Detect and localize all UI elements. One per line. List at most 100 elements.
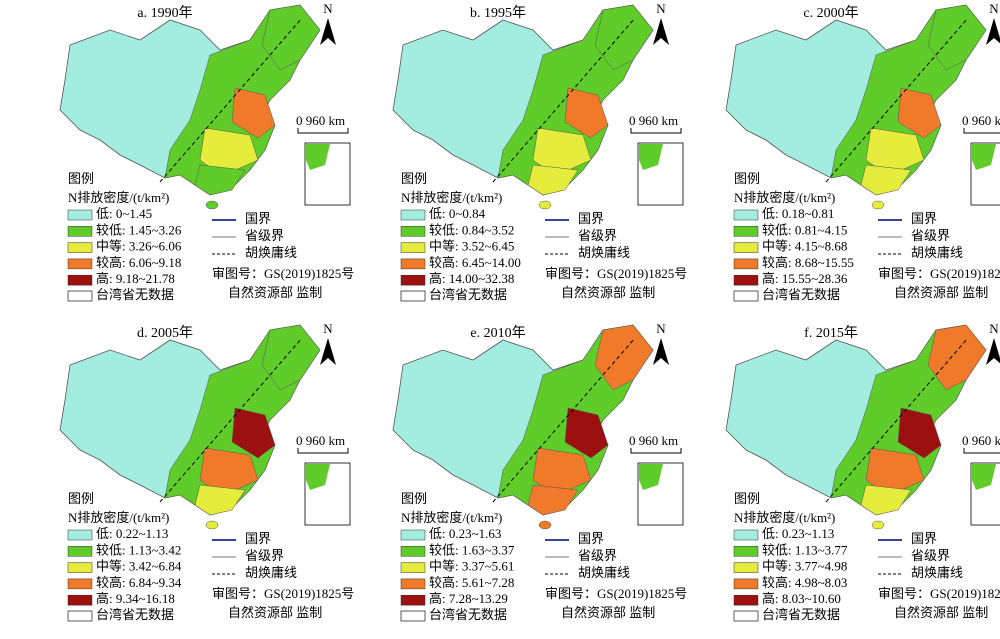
hainan xyxy=(871,520,885,530)
legend-swatch xyxy=(400,226,426,237)
map-region xyxy=(897,87,942,139)
map-region xyxy=(231,407,276,459)
hu-label: 胡焕庸线 xyxy=(245,245,297,260)
legend-label: 低: 0.23~1.13 xyxy=(762,526,834,541)
approval-label: 审图号：GS(2019)1825号 xyxy=(212,266,354,281)
map-region xyxy=(564,407,609,459)
legend-label: 高: 9.18~21.78 xyxy=(96,271,175,286)
approval-label: 审图号：GS(2019)1825号 xyxy=(878,586,1000,601)
hu-line xyxy=(159,17,303,183)
density-label: N排放密度/(t/km²) xyxy=(734,510,835,525)
north-arrow xyxy=(653,18,669,45)
legend-swatch xyxy=(733,594,759,606)
approval-label: 审图号：GS(2019)1825号 xyxy=(545,266,687,281)
map-region xyxy=(194,484,246,516)
map-region xyxy=(527,484,579,516)
map-region xyxy=(927,324,987,391)
hu-line xyxy=(159,337,303,503)
province-label: 省级界 xyxy=(578,228,617,243)
legend-label: 高: 9.34~16.18 xyxy=(96,591,175,606)
legend-label: 较低: 0.84~3.52 xyxy=(429,222,514,237)
scale-bar xyxy=(297,448,349,454)
legend-swatch xyxy=(733,562,759,573)
panel: a. 1990年 N 0 960 km 图例 N排放密度/(t/km²)低: 0~1.4… xyxy=(59,1,354,302)
north-arrow xyxy=(653,338,669,365)
legend-swatch xyxy=(733,274,759,286)
map-region xyxy=(532,127,592,177)
scale-bar xyxy=(963,128,1000,134)
no-data-label: 台湾省无数据 xyxy=(96,607,174,622)
density-label: N排放密度/(t/km²) xyxy=(734,190,835,205)
legend-label: 较低: 1.63~3.37 xyxy=(429,542,515,557)
hu-line xyxy=(492,337,636,503)
map-region xyxy=(261,4,321,71)
legend-title: 图例 xyxy=(734,171,760,186)
legend-title: 图例 xyxy=(401,171,427,186)
north-arrow xyxy=(320,338,336,365)
legend-label: 较高: 6.06~9.18 xyxy=(96,255,181,270)
legend-swatch xyxy=(400,209,426,221)
legend-label: 低: 0.18~0.81 xyxy=(762,206,834,221)
scale-label: 0 960 km xyxy=(296,433,345,448)
legend-swatch xyxy=(67,242,93,253)
map-region xyxy=(865,447,925,497)
border-label: 国界 xyxy=(245,211,271,226)
hainan xyxy=(205,200,219,210)
map-region xyxy=(527,164,579,196)
legend-swatch xyxy=(67,529,93,541)
border-label: 国界 xyxy=(911,211,937,226)
north-label: N xyxy=(989,1,999,16)
hu-label: 胡焕庸线 xyxy=(911,245,963,260)
legend-label: 高: 15.55~28.36 xyxy=(762,271,848,286)
legend-swatch xyxy=(733,610,759,622)
density-label: N排放密度/(t/km²) xyxy=(401,510,502,525)
legend-swatch xyxy=(400,594,426,606)
density-label: N排放密度/(t/km²) xyxy=(68,510,169,525)
inset-land xyxy=(639,464,663,490)
legend-swatch xyxy=(400,610,426,622)
panel: f. 2015年 N 0 960 km 图例 N排放密度/(t/km²)低: 0.23~… xyxy=(725,321,1000,622)
legend-title: 图例 xyxy=(401,491,427,506)
scale-bar xyxy=(630,448,682,454)
legend-label: 较低: 1.13~3.77 xyxy=(762,542,848,557)
map-region xyxy=(594,4,654,71)
map-region xyxy=(532,447,592,497)
legend-label: 较高: 5.61~7.28 xyxy=(429,575,514,590)
legend-swatch xyxy=(67,274,93,286)
approval-label: 审图号：GS(2019)1825号 xyxy=(878,266,1000,281)
supervisor-label: 自然资源部 监制 xyxy=(894,285,988,300)
map-region xyxy=(199,127,259,177)
hainan xyxy=(538,520,552,530)
legend-title: 图例 xyxy=(68,171,94,186)
legend-swatch xyxy=(67,610,93,622)
border-label: 国界 xyxy=(578,531,604,546)
legend-swatch xyxy=(400,274,426,286)
panel: e. 2010年 N 0 960 km 图例 N排放密度/(t/km²)低: 0.23~… xyxy=(392,321,687,622)
panel: d. 2005年 N 0 960 km 图例 N排放密度/(t/km²)低: 0.22~… xyxy=(59,321,354,622)
north-arrow xyxy=(986,18,1000,45)
scale-bar xyxy=(963,448,1000,454)
supervisor-label: 自然资源部 监制 xyxy=(894,605,988,620)
legend-title: 图例 xyxy=(734,491,760,506)
map-region xyxy=(860,484,912,516)
legend-swatch xyxy=(67,226,93,237)
panel-title: f. 2015年 xyxy=(804,325,858,341)
legend-swatch xyxy=(733,578,759,590)
north-arrow xyxy=(320,18,336,45)
legend-label: 高: 14.00~32.38 xyxy=(429,271,514,286)
legend-swatch xyxy=(733,242,759,253)
map-region xyxy=(865,127,925,177)
legend-label: 低: 0.23~1.63 xyxy=(429,526,501,541)
legend-swatch xyxy=(400,258,426,270)
no-data-label: 台湾省无数据 xyxy=(762,607,840,622)
supervisor-label: 自然资源部 监制 xyxy=(228,605,322,620)
panel-title: a. 1990年 xyxy=(137,5,192,21)
legend-swatch xyxy=(400,578,426,590)
legend-label: 较低: 1.45~3.26 xyxy=(96,222,182,237)
legend-swatch xyxy=(733,209,759,221)
legend-swatch xyxy=(733,290,759,302)
scale-label: 0 960 km xyxy=(296,113,345,128)
panel-title: e. 2010年 xyxy=(470,325,525,341)
legend-label: 较低: 1.13~3.42 xyxy=(96,542,181,557)
